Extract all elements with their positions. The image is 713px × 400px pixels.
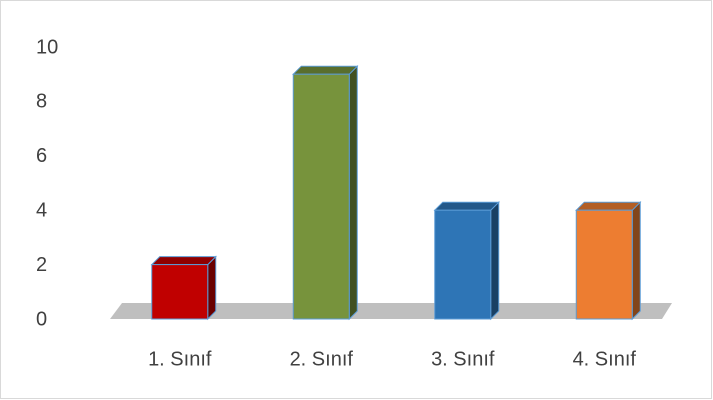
bar — [151, 264, 209, 320]
x-tick-label: 3. Sınıf — [431, 348, 495, 370]
floor — [110, 303, 672, 319]
y-tick-label: 8 — [36, 91, 47, 113]
bar — [292, 73, 350, 320]
x-tick-label: 1. Sınıf — [148, 348, 212, 370]
bar-top — [150, 256, 217, 266]
bar-top — [292, 65, 359, 75]
y-tick-label: 6 — [36, 145, 47, 167]
bar-top — [433, 201, 500, 211]
bar — [434, 209, 492, 320]
bar-side — [207, 255, 217, 321]
y-tick-label: 2 — [36, 254, 47, 276]
bar-side — [631, 200, 641, 321]
bar-side — [490, 200, 500, 321]
y-tick-label: 0 — [36, 308, 47, 330]
x-tick-label: 4. Sınıf — [573, 348, 637, 370]
x-tick-label: 2. Sınıf — [290, 348, 354, 370]
bar-side — [348, 64, 358, 321]
bar-top — [575, 201, 642, 211]
y-tick-label: 4 — [36, 199, 47, 221]
y-tick-label: 10 — [36, 36, 58, 58]
bar — [575, 209, 633, 320]
